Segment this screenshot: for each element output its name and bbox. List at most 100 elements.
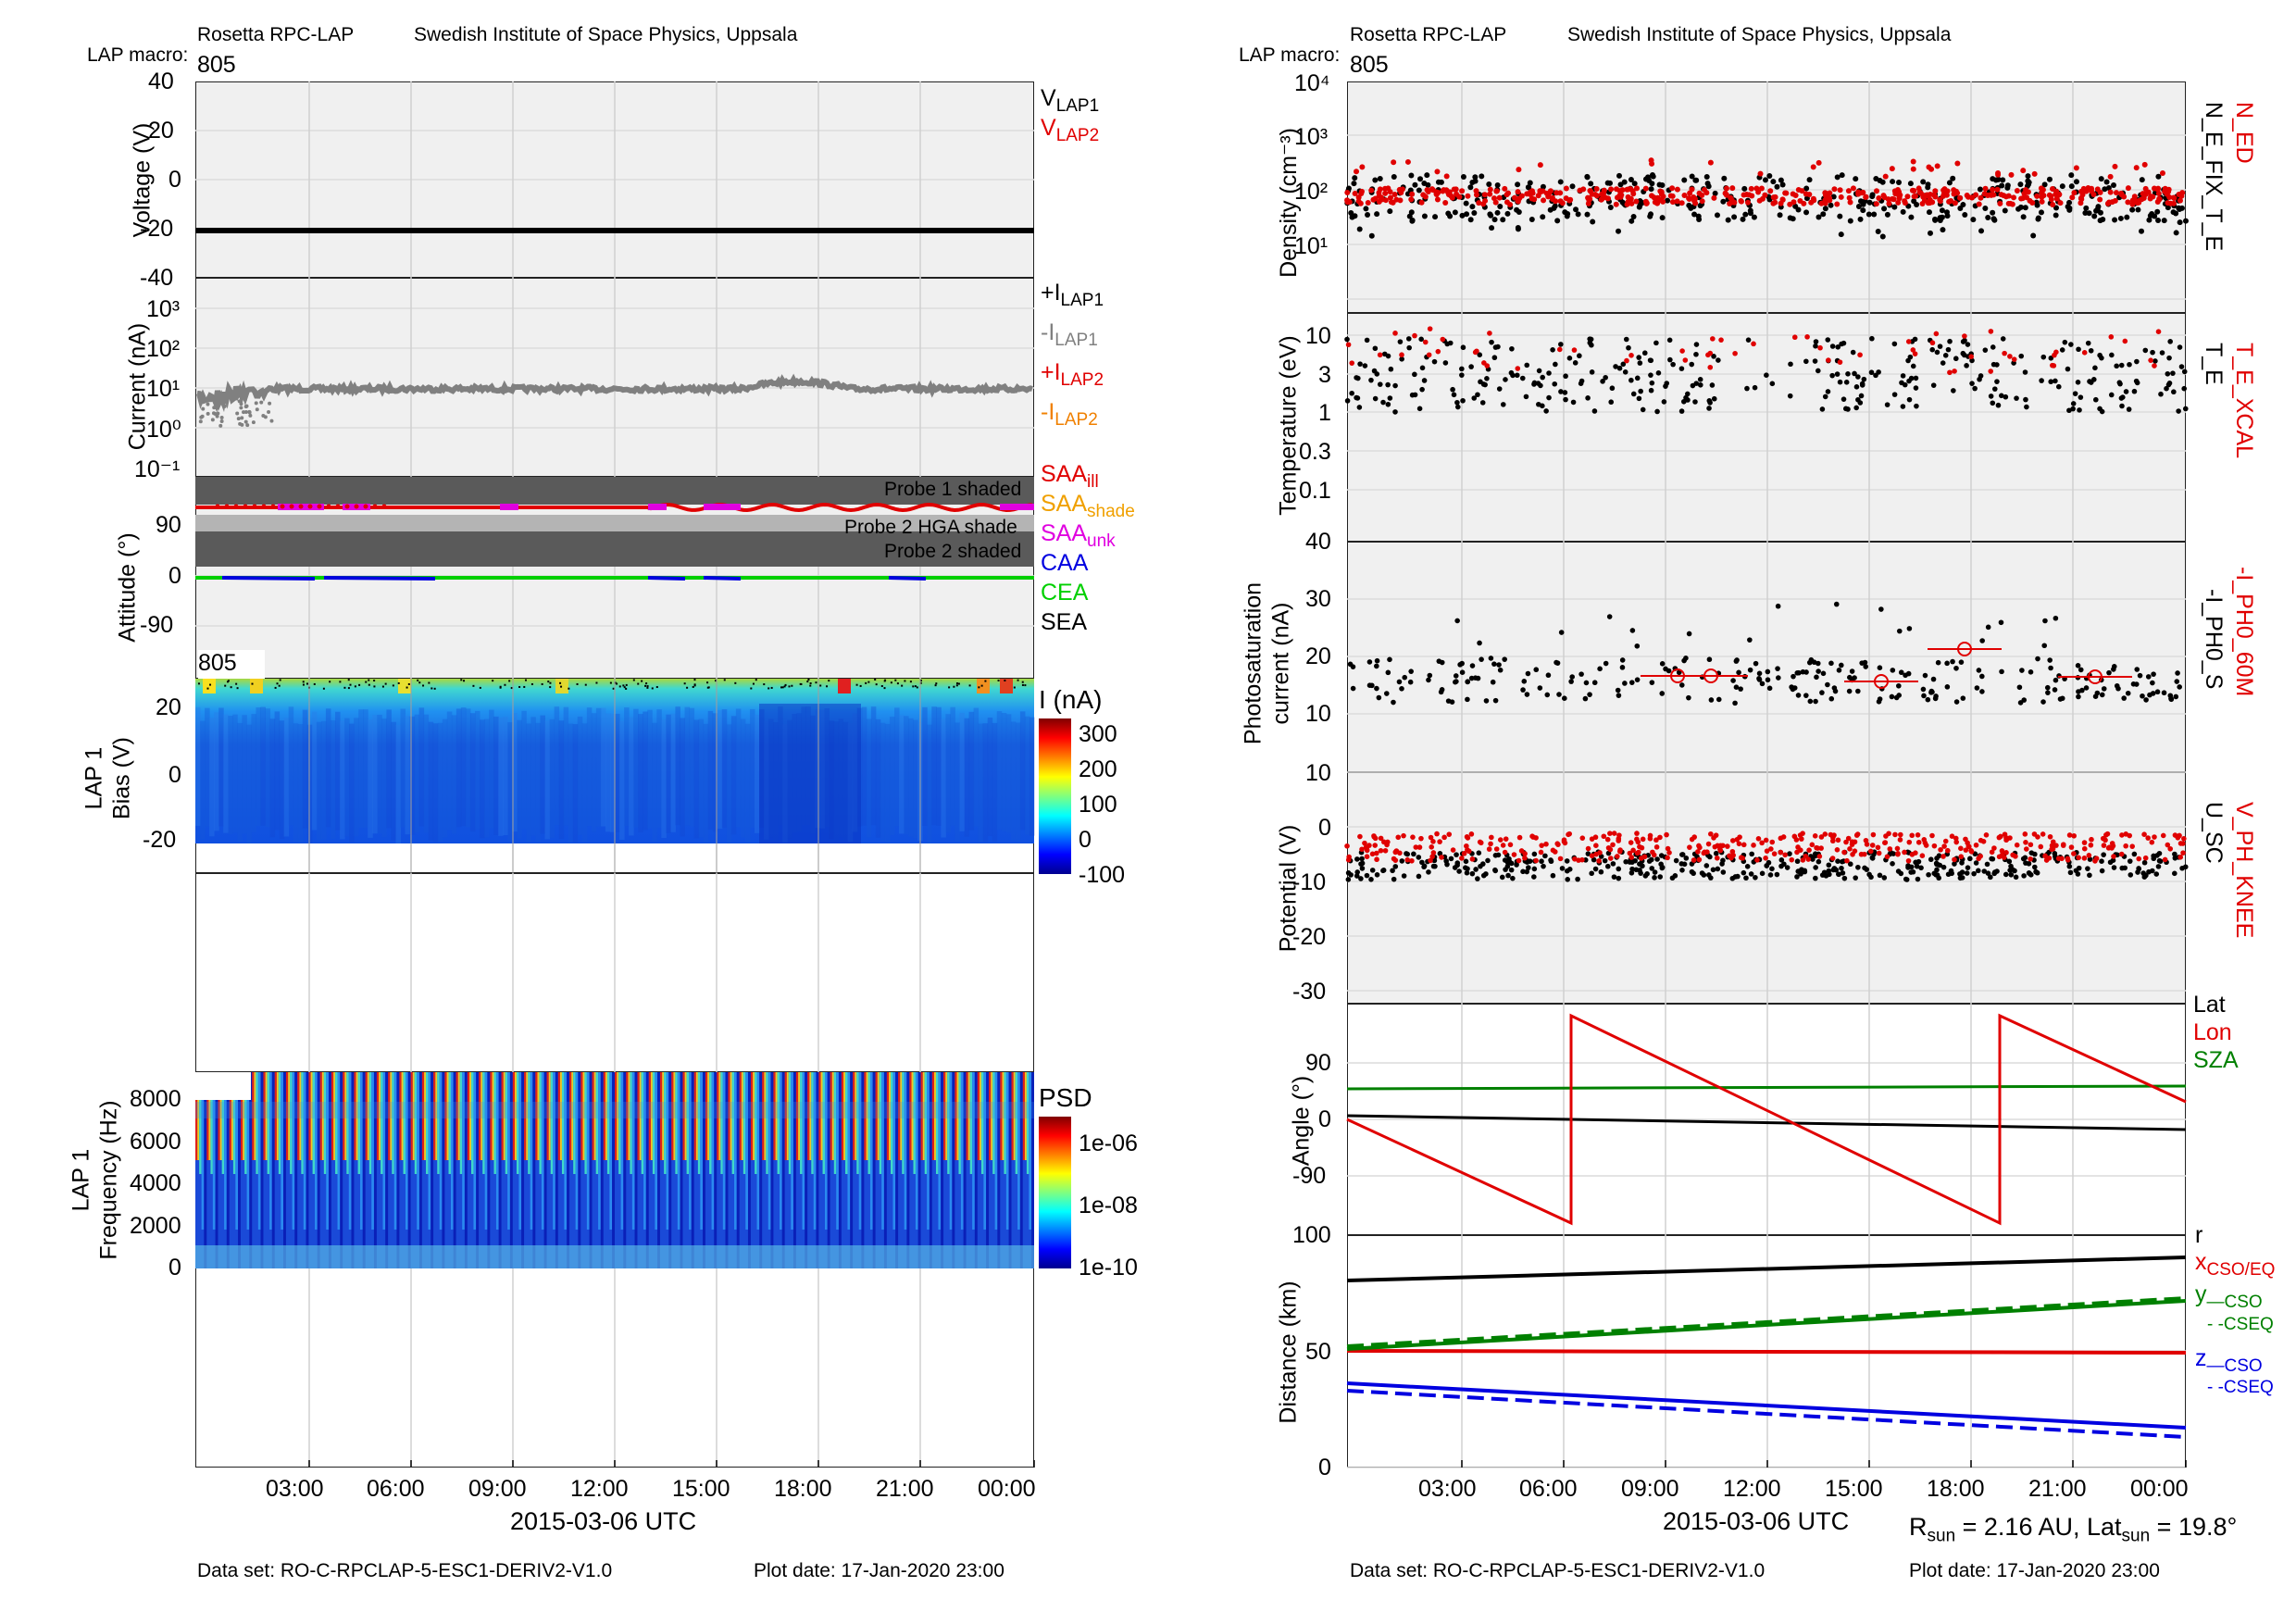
freq-stripe-blue bbox=[405, 1072, 408, 1230]
photo-iph0-s-point bbox=[1893, 694, 1900, 701]
photo-iph0-s-point bbox=[1876, 699, 1882, 705]
freq-stripe-yellow bbox=[310, 1072, 313, 1160]
freq-stripe-red bbox=[524, 1072, 527, 1160]
pot-usc-point bbox=[1652, 869, 1658, 875]
freq-stripe-yellow bbox=[662, 1072, 665, 1160]
photo-iph0-s-point bbox=[1791, 673, 1796, 680]
temp-te-point bbox=[2119, 403, 2125, 409]
density-ne-fix-point bbox=[1529, 216, 1535, 222]
bias-dot bbox=[1024, 684, 1027, 687]
temp-te-point bbox=[1628, 377, 1634, 383]
bias-colorbar bbox=[1039, 718, 1071, 874]
pot-usc-point bbox=[1720, 869, 1727, 875]
bias-dot bbox=[365, 681, 368, 683]
bias-spectrogram-column bbox=[311, 711, 318, 831]
pot-usc-point bbox=[1741, 869, 1747, 876]
pot-vph-knee-point bbox=[1461, 851, 1467, 856]
freq-stripe-cyan bbox=[1026, 1072, 1029, 1174]
temp-te-point bbox=[1960, 350, 1966, 356]
pot-vph-knee-point bbox=[1691, 857, 1697, 863]
bias-spectrogram-column bbox=[386, 709, 392, 829]
photo-iph0-s-point bbox=[1950, 658, 1955, 665]
bias-dot bbox=[206, 687, 209, 690]
photo-iph0-s-point bbox=[1791, 685, 1798, 691]
photo-iph0-s-point bbox=[1606, 614, 1613, 619]
pot-vph-knee-point bbox=[1522, 855, 1528, 861]
photo-iph0-s-point bbox=[1616, 693, 1622, 698]
density-ne-fix-point bbox=[1648, 186, 1654, 193]
legend-y-cseq: - -CSEQ bbox=[2207, 1315, 2274, 1334]
temp-te-point bbox=[2123, 389, 2129, 394]
current-scatter-point bbox=[199, 394, 204, 399]
density-ne-fix-point bbox=[1515, 181, 1521, 188]
density-ytick: 10¹ bbox=[1294, 233, 1329, 259]
pot-usc-point bbox=[1448, 856, 1454, 862]
pot-vph-knee-point bbox=[2109, 845, 2115, 851]
bias-spectrogram-column bbox=[344, 718, 350, 837]
bias-dot bbox=[767, 687, 770, 690]
pot-usc-point bbox=[2107, 859, 2114, 866]
density-ne-fix-point bbox=[1494, 181, 1501, 188]
freq-cbar-tick: 1e-06 bbox=[1079, 1131, 1138, 1156]
pot-vph-knee-point bbox=[2123, 843, 2128, 849]
freq-stripe-red bbox=[739, 1072, 742, 1160]
density-ne-fix-point bbox=[1526, 184, 1532, 191]
pot-usc-point bbox=[2076, 865, 2082, 871]
attitude-ytick: 90 bbox=[156, 512, 181, 538]
temp-te-xcal-point bbox=[1628, 352, 1634, 358]
temp-te-point bbox=[1991, 386, 1998, 392]
freq-stripe-red bbox=[795, 1072, 799, 1160]
freq-stripe-blue bbox=[382, 1072, 386, 1230]
photo-iph0-s-point bbox=[2115, 685, 2121, 692]
density-ne-fix-point bbox=[1816, 214, 1822, 220]
pot-vph-knee-point bbox=[1861, 851, 1867, 857]
density-ne-fix-point bbox=[2068, 172, 2075, 179]
legend-ilap1-pos: +ILAP1 bbox=[1041, 280, 1104, 310]
bias-dot bbox=[278, 684, 281, 687]
density-ned-point bbox=[1518, 193, 1525, 199]
photo-iph0-s-point bbox=[1383, 691, 1390, 696]
bias-spectrogram-column bbox=[730, 716, 737, 835]
bias-dot bbox=[622, 684, 625, 687]
freq-stripe-red bbox=[784, 1072, 787, 1160]
pot-usc-point bbox=[2067, 869, 2074, 876]
bias-spectrogram-column bbox=[209, 718, 215, 837]
freq-stripe-cyan bbox=[913, 1072, 916, 1174]
pot-vph-knee-point bbox=[2136, 856, 2142, 862]
freq-stripe-cyan bbox=[301, 1072, 304, 1174]
bias-dot bbox=[302, 683, 305, 686]
freq-stripe-dark bbox=[509, 1072, 513, 1268]
bias-dot bbox=[819, 684, 822, 687]
temp-te-point bbox=[1636, 395, 1642, 402]
density-ned-point bbox=[1770, 200, 1777, 206]
pot-usc-point bbox=[2111, 865, 2117, 870]
temp-te-point bbox=[1546, 370, 1552, 376]
freq-stripe-yellow bbox=[967, 1072, 970, 1160]
temp-te-point bbox=[1418, 336, 1424, 343]
pot-vph-knee-point bbox=[1382, 847, 1389, 854]
right-xlabel: 2015-03-06 UTC bbox=[1663, 1507, 1850, 1535]
pot-vph-knee-point bbox=[1428, 834, 1434, 841]
current-scatter-point bbox=[247, 409, 252, 414]
pot-vph-knee-point bbox=[2010, 852, 2015, 858]
bias-dot bbox=[955, 684, 958, 687]
temp-rlabel-red: T_E_XCAL bbox=[2231, 343, 2257, 459]
pot-usc-point bbox=[1965, 865, 1971, 870]
density-ned-point bbox=[2132, 198, 2139, 205]
density-ne-fix-point bbox=[1500, 217, 1506, 223]
pot-usc-point bbox=[1575, 876, 1580, 882]
pot-usc-point bbox=[2131, 851, 2138, 857]
bias-dot bbox=[896, 682, 899, 685]
temp-te-point bbox=[1678, 366, 1685, 371]
temp-te-point bbox=[1552, 381, 1558, 387]
temp-te-point bbox=[2127, 361, 2132, 368]
freq-stripe-yellow bbox=[617, 1072, 619, 1160]
density-ne-fix-point bbox=[1879, 233, 1886, 240]
density-ned-point bbox=[1516, 167, 1522, 173]
freq-stripe-red bbox=[931, 1072, 935, 1160]
density-ned-point bbox=[1657, 188, 1664, 194]
temp-te-point bbox=[1600, 379, 1605, 384]
freq-stripe-blue bbox=[780, 1072, 782, 1230]
photo-iph0-s-point bbox=[1399, 686, 1404, 692]
freq-stripe-yellow bbox=[798, 1072, 801, 1160]
